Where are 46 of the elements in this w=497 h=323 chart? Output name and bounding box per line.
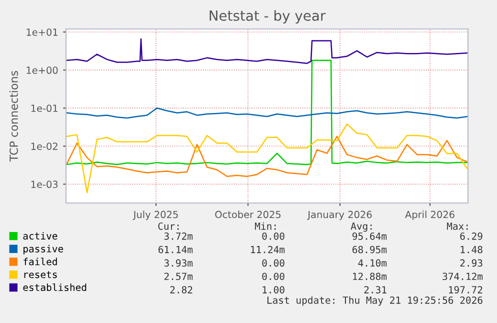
line-series	[66, 107, 468, 119]
text: 12.88m	[353, 272, 387, 280]
text: Max:	[446, 222, 468, 230]
y-tick-label: 1e-01	[31, 104, 58, 112]
y-axis-title: TCP connections	[9, 70, 18, 162]
line-series	[66, 123, 468, 194]
legend-label: failed	[24, 258, 57, 266]
y-tick-label: 1e-02	[31, 142, 58, 150]
text: 1.48	[460, 246, 482, 254]
text: 11.24m	[251, 246, 285, 254]
text: 374.12m	[442, 272, 483, 280]
legend-label: resets	[24, 271, 57, 278]
x-tick-label: April 2026	[405, 210, 454, 220]
x-tick-label: July 2025	[132, 210, 178, 220]
text: 2.93	[460, 259, 482, 267]
text: 0.00	[262, 232, 284, 240]
text: 2.57m	[164, 272, 193, 280]
text: 0.00	[262, 259, 284, 267]
legend-label: active	[23, 232, 58, 240]
text: Avg:	[350, 222, 372, 232]
line-series	[66, 60, 468, 166]
legend-label: established	[23, 283, 86, 292]
x-tick-label: October 2025	[215, 210, 281, 218]
text: 0.00	[262, 272, 284, 280]
text: 3.93m	[164, 259, 193, 267]
x-tick-label: January 2026	[307, 210, 372, 220]
text: 2.82	[170, 286, 192, 294]
legend-label: passive	[24, 244, 64, 254]
y-tick-label: 1e+00	[26, 66, 58, 74]
text: 6.29	[460, 232, 482, 240]
text: 2.31	[364, 286, 386, 294]
text: Last update: Thu May 21 19:25:56 2026	[267, 296, 482, 306]
line-series	[66, 136, 468, 178]
text: 68.95m	[352, 246, 387, 254]
text: 95.64m	[352, 232, 387, 240]
chart-title: Netstat - by year	[210, 10, 326, 24]
text: 4.10m	[358, 259, 387, 267]
text: Min:	[254, 222, 276, 230]
y-tick-label: 1e+01	[26, 28, 58, 36]
text: 3.72m	[164, 232, 193, 240]
text: 197.72	[449, 286, 482, 294]
text: Cur:	[158, 222, 179, 230]
text: 61.14m	[158, 246, 193, 254]
line-series	[66, 38, 468, 64]
text: 1.00	[262, 286, 284, 294]
y-tick-label: 1e-03	[31, 180, 58, 188]
